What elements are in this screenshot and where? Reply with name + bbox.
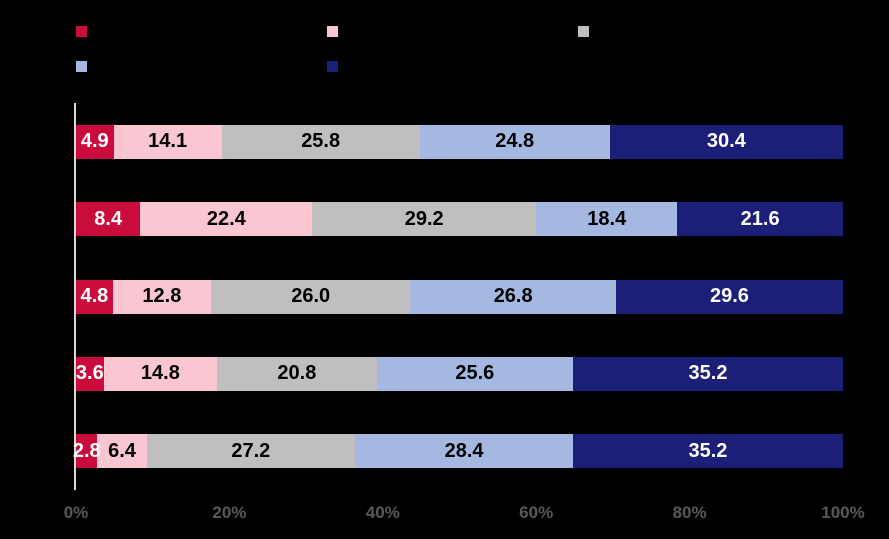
segment-value-label: 4.9	[80, 130, 109, 153]
bar-segment: 29.6	[615, 279, 843, 314]
bar-segment: 14.8	[103, 356, 218, 391]
bar-segment: 2.8	[73, 434, 101, 469]
segment-value-label: 14.1	[148, 130, 188, 153]
bar-segment: 25.8	[221, 124, 420, 159]
bar-segment: 21.6	[677, 202, 843, 237]
segment-value-label: 26.8	[493, 285, 533, 307]
legend-item-3	[578, 25, 597, 37]
bar-segment: 35.2	[572, 434, 843, 469]
y-axis-line	[74, 103, 76, 490]
legend-item-5	[327, 60, 346, 72]
segment-value-label: 18.4	[587, 207, 627, 230]
bar-row-1: 4.9 14.1 25.8 24.8 30.4	[76, 124, 843, 159]
legend-swatch-1	[76, 25, 87, 37]
bar-segment: 24.8	[419, 124, 610, 159]
bar-segment: 27.2	[146, 434, 356, 469]
bar-segment: 20.8	[217, 356, 377, 391]
bar-segment: 6.4	[97, 434, 147, 469]
x-tick-label: 20%	[212, 503, 247, 522]
segment-value-label: 35.2	[688, 362, 728, 385]
segment-value-label: 25.6	[455, 362, 495, 385]
segment-value-label: 12.8	[142, 285, 182, 307]
x-tick-label: 80%	[672, 503, 707, 522]
bar-segment: 14.1	[113, 124, 222, 159]
bar-row-5: 2.8 6.4 27.2 28.4 35.2	[73, 434, 843, 469]
bar-segment: 8.4	[76, 202, 141, 237]
segment-value-label: 2.8	[72, 439, 101, 462]
bar-segment: 4.9	[76, 124, 114, 159]
segment-value-label: 29.6	[709, 285, 749, 307]
bar-row-3: 4.8 12.8 26.0 26.8 29.6	[76, 279, 843, 314]
segment-value-label: 24.8	[495, 130, 535, 153]
segment-value-label: 14.8	[140, 362, 180, 385]
legend-swatch-5	[327, 60, 338, 72]
segment-value-label: 22.4	[206, 207, 246, 230]
bar-segment: 4.8	[76, 279, 113, 314]
x-tick-label: 40%	[365, 503, 400, 522]
bar-segment: 30.4	[609, 124, 843, 159]
segment-value-label: 29.2	[404, 207, 444, 230]
bar-segment: 22.4	[140, 202, 313, 237]
legend-item-4	[76, 60, 95, 72]
bar-segment: 26.8	[410, 279, 616, 314]
plot-area: 4.9 14.1 25.8 24.8 30.4 8.4 22.4 29.2 18.4 21.6 4.…	[73, 103, 843, 490]
segment-value-label: 26.0	[291, 285, 331, 307]
bar-segment: 3.6	[75, 356, 104, 391]
segment-value-label: 8.4	[94, 207, 123, 230]
legend-swatch-2	[327, 25, 338, 37]
legend-item-2	[327, 25, 346, 37]
x-tick-label: 0%	[63, 503, 89, 522]
segment-value-label: 4.8	[80, 285, 109, 307]
bar-segment: 29.2	[312, 202, 537, 237]
segment-value-label: 28.4	[444, 439, 484, 462]
segment-value-label: 20.8	[277, 362, 317, 385]
segment-value-label: 3.6	[75, 362, 104, 385]
segment-value-label: 35.2	[688, 439, 728, 462]
bar-segment: 25.6	[376, 356, 573, 391]
x-tick-label: 100%	[821, 503, 865, 522]
segment-value-label: 21.6	[740, 207, 780, 230]
bar-segment: 18.4	[536, 202, 678, 237]
segment-value-label: 6.4	[108, 439, 136, 462]
segment-value-label: 30.4	[706, 130, 746, 153]
legend-swatch-4	[76, 60, 87, 72]
bar-segment: 28.4	[355, 434, 573, 469]
segment-value-label: 27.2	[231, 439, 271, 462]
bar-segment: 12.8	[112, 279, 211, 314]
legend-item-1	[76, 25, 95, 37]
x-tick-label: 60%	[519, 503, 554, 522]
bar-row-2: 8.4 22.4 29.2 18.4 21.6	[76, 202, 843, 237]
segment-value-label: 25.8	[301, 130, 341, 153]
bar-row-4: 3.6 14.8 20.8 25.6 35.2	[75, 356, 843, 391]
x-axis: 0% 20% 40% 60% 80% 100%	[64, 503, 865, 529]
bar-segment: 35.2	[573, 356, 843, 391]
legend-swatch-3	[578, 25, 589, 37]
bar-segment: 26.0	[210, 279, 411, 314]
